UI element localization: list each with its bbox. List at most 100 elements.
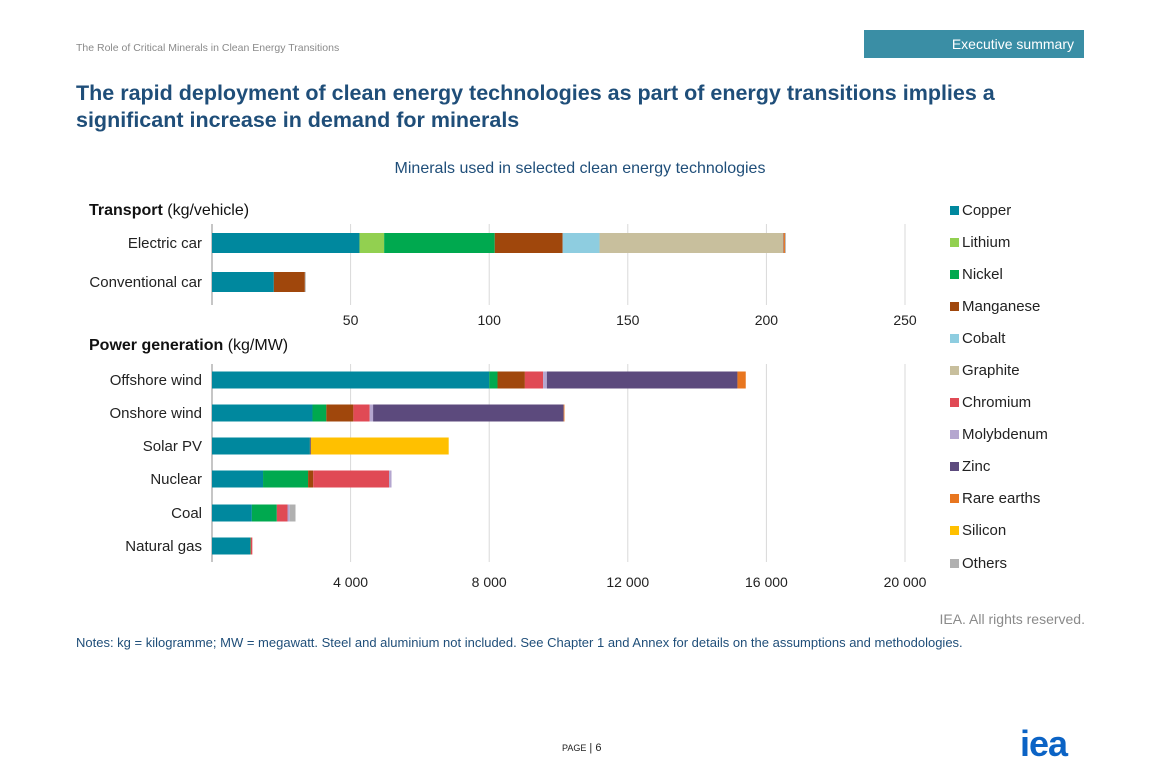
category-label: Natural gas [125, 538, 202, 555]
legend-swatch [950, 205, 959, 215]
legend-label: Chromium [962, 394, 1032, 412]
x-tick-label: 100 [478, 312, 502, 328]
iea-logo: iea [1020, 723, 1068, 764]
x-tick-label: 16 000 [745, 574, 788, 590]
bar-segment [309, 437, 311, 455]
legend-label: Silicon [962, 522, 1007, 540]
x-tick-label: 50 [343, 312, 359, 328]
chart-title: Minerals used in selected clean energy t… [394, 160, 766, 177]
legend-item: Zinc [950, 451, 1048, 483]
category-label: Onshore wind [109, 405, 202, 422]
legend-swatch [950, 526, 959, 536]
category-label: Nuclear [150, 471, 202, 488]
bar-segment [212, 404, 313, 422]
legend-swatch [950, 366, 959, 376]
bar-segment [737, 371, 746, 389]
legend-label: Cobalt [962, 329, 1006, 347]
legend-item: Others [950, 547, 1048, 579]
x-tick-label: 12 000 [606, 574, 649, 590]
bar-segment [310, 437, 449, 455]
bar-segment [212, 470, 264, 488]
legend-item: Rare earths [950, 483, 1048, 515]
legend-item: Cobalt [950, 322, 1048, 354]
x-tick-label: 150 [616, 312, 640, 328]
legend-item: Nickel [950, 258, 1048, 290]
legend-label: Lithium [962, 233, 1011, 251]
bar-segment [784, 233, 786, 253]
bar-segment [308, 470, 314, 488]
bar-segment [373, 404, 564, 422]
bar-segment [212, 272, 274, 292]
legend-label: Others [962, 554, 1008, 572]
legend-swatch [950, 237, 959, 247]
bar-segment [524, 371, 544, 389]
category-label: Conventional car [89, 274, 202, 291]
x-tick-label: 200 [755, 312, 779, 328]
bar-segment [212, 504, 252, 522]
bar-segment [353, 404, 370, 422]
chart-legend: Copper Lithium Nickel Manganese Cobalt Graphi… [950, 194, 1048, 579]
bar-segment [563, 404, 565, 422]
legend-label: Rare earths [962, 490, 1041, 508]
bar-segment [312, 404, 327, 422]
bar-segment [251, 504, 277, 522]
x-tick-label: 8 000 [472, 574, 507, 590]
panel-title-unit: (kg/MW) [223, 337, 288, 354]
legend-swatch [950, 430, 959, 440]
category-label: Coal [171, 505, 202, 522]
bar-segment [250, 537, 251, 555]
bar-segment [212, 437, 310, 455]
legend-item: Graphite [950, 354, 1048, 386]
legend-label: Copper [962, 201, 1012, 219]
bar-segment [263, 470, 309, 488]
category-label: Offshore wind [110, 372, 202, 389]
legend-swatch [950, 558, 959, 568]
chart-panel-1: 4 000 8 000 12 000 16 000 20 000 Power genera… [89, 337, 927, 590]
bar-segment [599, 233, 784, 253]
legend-swatch [950, 301, 959, 311]
x-tick-label: 20 000 [884, 574, 927, 590]
bar-segment [212, 537, 251, 555]
legend-item: Copper [950, 194, 1048, 226]
panel-title: Transport (kg/vehicle) [89, 202, 249, 219]
chart-panel-0: 50 100 150 200 250 Transport (kg/vehicle) Elec… [89, 202, 917, 328]
bar-segment [212, 233, 360, 253]
bar-segment [497, 371, 525, 389]
bar-segment [287, 504, 290, 522]
panel-title-unit: (kg/vehicle) [163, 202, 249, 219]
bar-segment [389, 470, 392, 488]
bar-segment [359, 233, 385, 253]
panel-title: Power generation (kg/MW) [89, 337, 288, 354]
bar-segment [289, 504, 296, 522]
panel-title-bold: Transport [89, 202, 163, 219]
bar-segment [273, 272, 305, 292]
page-label: Page [562, 743, 587, 753]
bar-segment [369, 404, 374, 422]
bar-segment [326, 404, 354, 422]
page-number-value: 6 [595, 742, 602, 754]
bar-segment [562, 233, 600, 253]
legend-item: Manganese [950, 290, 1048, 322]
x-tick-label: 4 000 [333, 574, 368, 590]
section-tab[interactable]: Executive summary [864, 30, 1084, 58]
legend-swatch [950, 494, 959, 504]
rights-notice: IEA. All rights reserved. [939, 611, 1085, 627]
legend-swatch [950, 269, 959, 279]
bar-segment [313, 470, 390, 488]
bar-segment [384, 233, 495, 253]
bar-segment [304, 272, 306, 292]
bar-segment [783, 233, 785, 253]
chart-notes: Notes: kg = kilogramme; MW = megawatt. S… [76, 635, 963, 650]
x-tick-label: 250 [893, 312, 917, 328]
legend-swatch [950, 462, 959, 472]
bar-segment [494, 233, 563, 253]
legend-item: Chromium [950, 387, 1048, 419]
bar-segment [546, 371, 738, 389]
legend-label: Manganese [962, 297, 1041, 315]
legend-label: Nickel [962, 265, 1003, 283]
legend-label: Zinc [962, 458, 991, 476]
legend-item: Lithium [950, 226, 1048, 258]
legend-label: Molybdenum [962, 426, 1048, 444]
category-label: Electric car [128, 235, 202, 252]
